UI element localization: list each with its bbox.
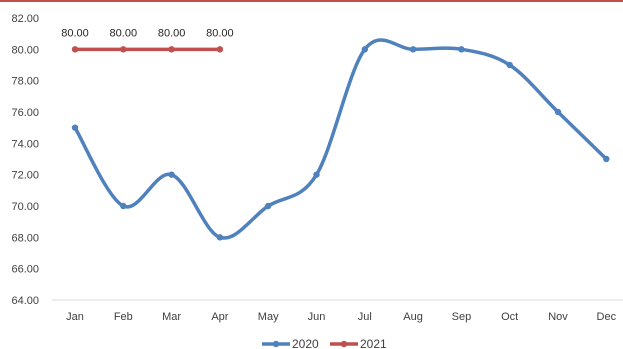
y-tick-label: 72.00: [11, 170, 39, 182]
top-border: [0, 0, 623, 2]
data-point-2020: [361, 46, 368, 53]
x-tick-label: May: [258, 311, 279, 323]
x-tick-label: Nov: [548, 311, 568, 323]
series-layer: [71, 38, 610, 241]
data-point-2020: [409, 46, 417, 53]
data-point-2021: [71, 46, 79, 53]
x-tick-label: Aug: [403, 311, 423, 323]
data-label: 80.00: [110, 27, 138, 39]
legend-item-2020: 2020: [262, 337, 319, 349]
data-point-2020: [554, 108, 562, 116]
data-point-2020: [120, 202, 127, 210]
x-tick-label: Feb: [114, 311, 133, 323]
data-point-2020: [313, 171, 320, 178]
y-tick-label: 76.00: [11, 107, 39, 119]
y-tick-label: 78.00: [11, 76, 39, 88]
data-label: 80.00: [206, 27, 234, 39]
data-point-2020: [265, 202, 272, 210]
legend-swatch-marker: [340, 340, 348, 348]
y-tick-label: 74.00: [11, 138, 39, 150]
x-tick-label: Mar: [162, 311, 181, 323]
y-tick-label: 66.00: [11, 264, 39, 276]
x-tick-label: Sep: [452, 311, 472, 323]
y-tick-label: 64.00: [11, 295, 39, 307]
x-tick-label: Apr: [211, 311, 228, 323]
y-tick-label: 80.00: [11, 44, 39, 56]
x-tick-label: Jul: [358, 311, 372, 323]
data-label: 80.00: [61, 27, 89, 39]
data-point-2020: [71, 124, 79, 131]
data-point-2021: [168, 46, 175, 53]
y-tick-label: 70.00: [11, 201, 39, 213]
x-tick-label: Jun: [308, 311, 326, 323]
data-point-2020: [168, 171, 175, 178]
x-axis: Jan Feb Mar Apr May Jun Jul Aug Sep Oct Nov Dec: [52, 299, 623, 323]
legend-swatch-marker: [272, 340, 280, 348]
data-point-2020: [603, 155, 610, 163]
legend-label: 2020: [292, 337, 319, 349]
legend: 2020 2021: [262, 337, 387, 349]
data-point-2020: [458, 46, 465, 53]
data-point-2021: [120, 46, 127, 53]
data-labels: 80.00 80.00 80.00 80.00: [61, 27, 233, 39]
y-tick-label: 82.00: [11, 13, 39, 25]
legend-item-2021: 2021: [330, 337, 387, 349]
x-tick-label: Jan: [66, 311, 84, 323]
x-tick-label: Oct: [501, 311, 518, 323]
series-line-2020: [73, 38, 609, 240]
data-point-2020: [216, 234, 224, 241]
data-label: 80.00: [158, 27, 186, 39]
data-point-2020: [506, 61, 513, 69]
y-axis: 64.00 66.00 68.00 70.00 72.00 74.00 76.00 78.00…: [11, 13, 39, 307]
legend-label: 2021: [360, 337, 387, 349]
data-point-2021: [216, 46, 224, 53]
y-tick-label: 68.00: [11, 232, 39, 244]
x-tick-label: Dec: [597, 311, 617, 323]
